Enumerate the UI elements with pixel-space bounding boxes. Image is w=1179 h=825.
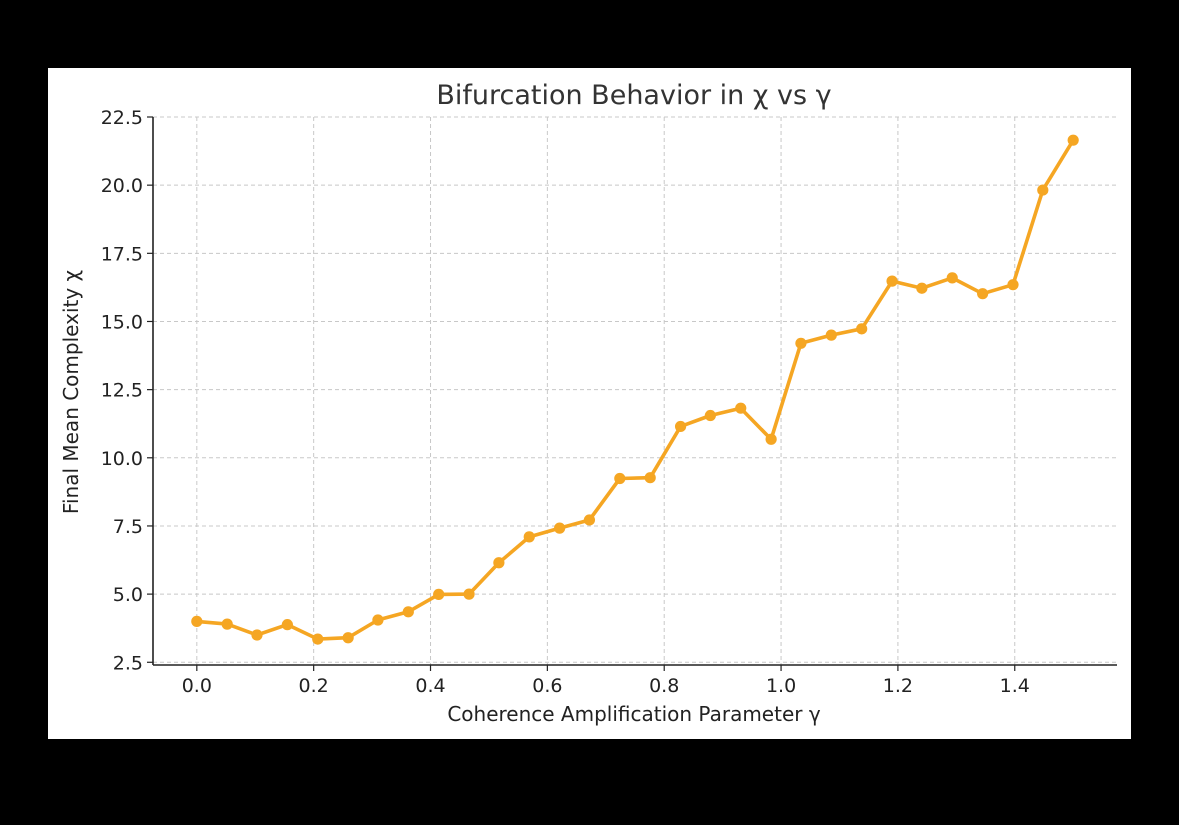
grid (153, 116, 1117, 665)
y-tick-label: 20.0 (101, 175, 143, 197)
axes (152, 117, 1117, 666)
y-tick-label: 22.5 (101, 107, 143, 129)
data-point (554, 522, 566, 534)
data-point (735, 402, 747, 414)
data-point (281, 619, 293, 631)
data-point (221, 618, 233, 630)
x-tick-label: 0.6 (532, 675, 562, 697)
data-point (916, 282, 928, 294)
data-point (977, 288, 989, 300)
y-tick-label: 10.0 (101, 448, 143, 470)
data-point (493, 557, 505, 569)
data-point (191, 615, 203, 627)
data-point (1067, 134, 1079, 146)
x-axis-title: Coherence Amplification Parameter γ (447, 702, 821, 726)
y-axis-title: Final Mean Complexity χ (59, 270, 83, 514)
data-point (583, 514, 596, 526)
data-point (946, 272, 958, 284)
x-tick-label: 1.2 (883, 675, 913, 697)
x-tick-label: 1.4 (1000, 675, 1030, 697)
data-point (644, 472, 656, 484)
y-tick-label: 12.5 (101, 380, 143, 402)
y-tick-label: 7.5 (113, 516, 143, 538)
data-point (523, 531, 535, 543)
x-tick-label: 0.0 (182, 675, 212, 697)
data-point (825, 329, 837, 341)
data-point (372, 614, 384, 626)
data-point (1007, 279, 1019, 291)
data-point (704, 409, 716, 422)
data-point (402, 606, 414, 618)
data-point (251, 629, 263, 641)
data-point (795, 337, 807, 349)
series (191, 134, 1079, 645)
data-point (312, 633, 324, 645)
data-point (674, 420, 687, 433)
x-tick-label: 0.4 (415, 675, 445, 697)
chart-title: Bifurcation Behavior in χ vs γ (436, 80, 831, 111)
data-point (765, 433, 777, 445)
data-point (463, 588, 475, 600)
ticks: 0.0 0.2 0.4 0.6 0.8 1.0 1.2 1.4 2.5 5.0 7.5 10.0 12.… (101, 107, 1030, 697)
data-point (342, 632, 354, 644)
x-tick-label: 0.2 (299, 675, 329, 697)
data-point (1037, 184, 1049, 196)
x-tick-label: 1.0 (766, 675, 796, 697)
y-tick-label: 15.0 (101, 311, 143, 333)
data-point (433, 588, 445, 600)
data-point (614, 472, 626, 485)
y-tick-label: 5.0 (113, 584, 143, 606)
x-tick-label: 0.8 (649, 675, 679, 697)
data-point (856, 323, 868, 335)
y-tick-label: 17.5 (101, 243, 143, 265)
y-tick-label: 2.5 (113, 652, 143, 674)
data-point (886, 275, 898, 287)
